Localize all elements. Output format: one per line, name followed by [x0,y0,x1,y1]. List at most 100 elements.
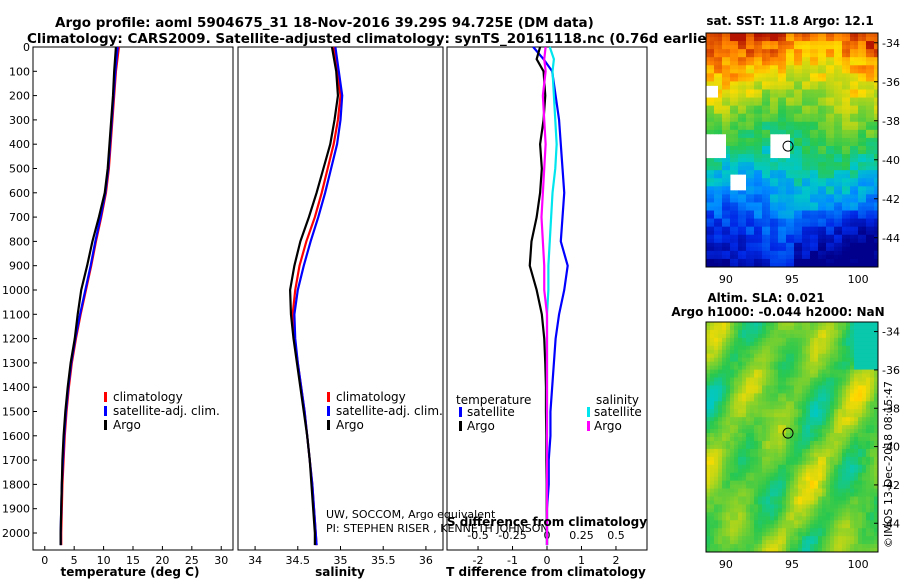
map-cell [810,77,815,82]
map-cell [722,540,727,545]
map-cell [798,349,803,355]
map-cell [802,417,807,422]
map-cell [706,484,711,489]
map-cell [722,361,727,367]
map-cell [858,500,863,505]
legend-title-salinity: salinity [596,393,639,407]
map-cell [846,129,851,135]
map-cell [854,81,859,86]
map-cell [782,357,787,363]
map-cell [706,117,711,123]
map-cell [794,254,799,260]
map-cell [778,456,783,462]
map-cell [802,548,807,553]
map-cell [770,210,775,215]
map-cell [738,61,743,66]
map-cell [870,105,875,111]
map-cell [818,484,823,489]
map-cell [810,206,815,211]
map-cell [710,472,715,478]
map-cell [834,476,839,482]
map-cell [870,109,875,115]
map-cell [738,508,743,513]
map-cell [786,468,791,474]
map-cell [730,440,735,446]
map-cell [706,472,711,478]
map-cell [782,254,787,260]
map-cell [770,246,775,252]
map-cell [854,369,859,374]
map-cell [790,333,795,339]
map-cell [710,456,715,462]
map-cell [814,61,819,66]
map-cell [718,117,723,123]
map-cell [734,409,739,414]
map-cell [842,242,847,248]
map-cell [822,333,827,339]
map-cell [746,113,751,119]
map-cell [742,405,747,410]
map-cell [738,73,743,78]
map-cell [730,125,735,131]
map-cell [774,401,779,406]
map-cell [806,258,811,264]
map-cell [766,117,771,123]
map-cell [806,234,811,240]
map-cell [718,182,723,187]
map-cell [750,137,755,143]
map-cell [798,365,803,370]
map-cell [802,198,807,203]
map-cell [834,226,839,232]
map-cell [726,417,731,422]
map-cell [730,429,735,434]
map-cell [730,73,735,78]
map-cell [870,357,875,363]
map-cell [794,226,799,232]
map-cell [782,262,787,268]
map-cell [774,170,779,175]
map-cell [866,456,871,462]
map-cell [726,500,731,505]
map-cell [766,484,771,489]
map-cell [790,242,795,248]
map-cell [846,500,851,505]
map-cell [866,385,871,390]
map-cell [774,329,779,335]
map-cell [742,544,747,549]
map-cell [778,258,783,264]
map-cell [850,73,855,78]
map-cell [710,536,715,541]
map-cell [730,133,735,139]
map-cell [762,234,767,240]
map-cell [770,333,775,339]
map-cell [802,214,807,219]
map-cell [770,242,775,248]
map-cell [866,353,871,359]
map-cell [730,484,735,489]
map-cell [870,464,875,470]
map-cell [802,61,807,66]
map-cell [826,353,831,359]
map-cell [806,409,811,414]
map-cell [762,476,767,482]
map-cell [818,544,823,549]
map-cell [814,500,819,505]
map-cell [726,85,731,90]
map-cell [746,258,751,264]
map-cell [742,532,747,537]
map-cell [790,413,795,418]
map-cell [750,45,755,50]
map-cell [786,262,791,268]
map-cell [734,381,739,386]
map-cell [806,45,811,50]
map-cell [778,500,783,505]
map-cell [802,393,807,398]
map-cell [806,536,811,541]
map-cell [738,504,743,509]
map-cell [754,365,759,370]
map-cell [778,329,783,335]
map-cell [742,97,747,102]
depth-tick-label: 2000 [2,527,30,540]
map-cell [734,170,739,175]
map-cell [786,508,791,513]
